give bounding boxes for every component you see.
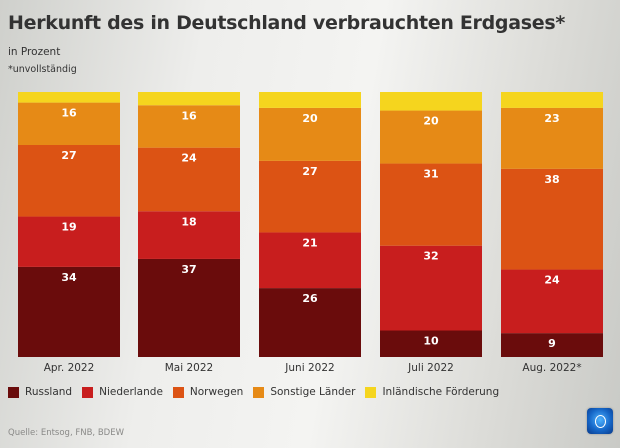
- legend-item: Russland: [8, 386, 72, 398]
- bar-segment-russland: [380, 330, 482, 357]
- bar-segment-sonstige-länder: [18, 102, 120, 145]
- data-label: 24: [544, 274, 560, 287]
- bar-segment-niederlande: [259, 232, 361, 289]
- legend-swatch: [172, 386, 184, 398]
- bar-segment-sonstige-länder: [380, 110, 482, 164]
- bar-segment-norwegen: [18, 145, 120, 217]
- bar-segment-norwegen: [259, 160, 361, 233]
- bar-segment-inländische-förderung: [259, 92, 361, 108]
- data-label: 10: [423, 335, 439, 348]
- chart-title: Herkunft des in Deutschland verbrauchten…: [8, 12, 565, 34]
- bar-segment-russland: [18, 266, 120, 357]
- category-label: Aug. 2022*: [522, 362, 581, 374]
- data-label: 21: [302, 236, 317, 249]
- bar-segment-sonstige-länder: [501, 107, 603, 169]
- legend-swatch: [365, 386, 377, 398]
- bar-segment-inländische-förderung: [380, 92, 482, 111]
- data-label: 27: [61, 149, 76, 162]
- legend-item: Sonstige Länder: [253, 386, 355, 398]
- chart-footnote: *unvollständig: [8, 64, 77, 75]
- category-label: Mai 2022: [165, 362, 213, 374]
- data-label: 32: [423, 250, 438, 263]
- bar-segment-inländische-förderung: [501, 92, 603, 108]
- bar-segment-niederlande: [138, 211, 240, 259]
- data-label: 16: [61, 107, 77, 120]
- data-label: 34: [61, 271, 77, 284]
- bar-segment-russland: [501, 333, 603, 357]
- tagesschau-logo-icon: [587, 408, 613, 434]
- data-label: 20: [423, 115, 439, 128]
- bar-segment-niederlande: [18, 216, 120, 267]
- data-label: 16: [181, 109, 197, 122]
- bar-segment-sonstige-länder: [259, 107, 361, 161]
- data-label: 23: [544, 112, 559, 125]
- legend-item: Norwegen: [172, 386, 244, 398]
- data-label: 38: [544, 173, 559, 186]
- bar-segment-inländische-förderung: [138, 92, 240, 106]
- category-label: Juni 2022: [284, 362, 334, 374]
- legend-swatch: [253, 386, 265, 398]
- bar-segment-niederlande: [380, 245, 482, 331]
- legend-swatch: [82, 386, 94, 398]
- bar-segment-norwegen: [501, 168, 603, 270]
- data-label: 26: [302, 292, 318, 305]
- legend-label: Russland: [25, 386, 73, 398]
- legend-label: Niederlande: [99, 386, 163, 398]
- legend-item: Inländische Förderung: [365, 386, 499, 398]
- bar-segment-niederlande: [501, 269, 603, 334]
- bar-segment-russland: [138, 258, 240, 357]
- bar-segment-russland: [259, 288, 361, 357]
- data-label: 37: [181, 263, 196, 276]
- data-label: 24: [181, 152, 197, 165]
- legend-label: Inländische Förderung: [382, 386, 500, 398]
- legend-swatch: [8, 386, 19, 398]
- bar-segment-sonstige-länder: [138, 105, 240, 148]
- data-label: 27: [302, 165, 317, 178]
- data-label: 18: [181, 215, 196, 228]
- data-label: 31: [423, 168, 438, 181]
- bar-segment-norwegen: [380, 163, 482, 246]
- bar-segment-norwegen: [138, 147, 240, 212]
- data-label: 9: [548, 337, 556, 350]
- chart-subtitle: in Prozent: [8, 46, 61, 58]
- source-note: Quelle: Entsog, FNB, BDEW: [8, 428, 124, 438]
- legend-label: Sonstige Länder: [270, 386, 356, 398]
- legend-item: Niederlande: [82, 386, 163, 398]
- legend: Russland Niederlande Norwegen Sonstige Länd…: [8, 386, 509, 398]
- data-label: 20: [302, 112, 318, 125]
- category-label: Apr. 2022: [44, 362, 95, 374]
- legend-label: Norwegen: [189, 386, 244, 398]
- category-label: Juli 2022: [407, 362, 454, 374]
- bar-segment-inländische-förderung: [18, 92, 120, 103]
- data-label: 19: [61, 221, 76, 234]
